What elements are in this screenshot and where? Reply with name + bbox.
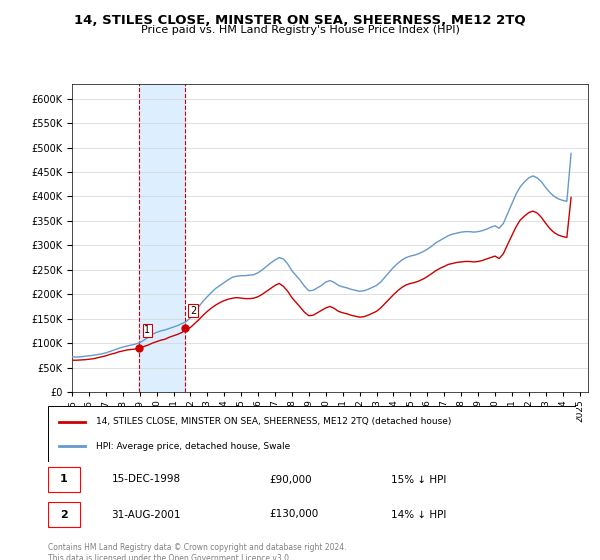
Text: 2: 2 <box>60 510 68 520</box>
Text: 14, STILES CLOSE, MINSTER ON SEA, SHEERNESS, ME12 2TQ (detached house): 14, STILES CLOSE, MINSTER ON SEA, SHEERN… <box>95 417 451 426</box>
Text: 14, STILES CLOSE, MINSTER ON SEA, SHEERNESS, ME12 2TQ: 14, STILES CLOSE, MINSTER ON SEA, SHEERN… <box>74 14 526 27</box>
Text: 31-AUG-2001: 31-AUG-2001 <box>112 510 181 520</box>
FancyBboxPatch shape <box>48 467 80 492</box>
Text: HPI: Average price, detached house, Swale: HPI: Average price, detached house, Swal… <box>95 442 290 451</box>
Text: 1: 1 <box>144 325 150 335</box>
FancyBboxPatch shape <box>48 406 576 462</box>
Text: 14% ↓ HPI: 14% ↓ HPI <box>391 510 446 520</box>
Text: 1: 1 <box>60 474 68 484</box>
Text: Price paid vs. HM Land Registry's House Price Index (HPI): Price paid vs. HM Land Registry's House … <box>140 25 460 35</box>
Text: 2: 2 <box>190 306 196 316</box>
Text: Contains HM Land Registry data © Crown copyright and database right 2024.
This d: Contains HM Land Registry data © Crown c… <box>48 543 347 560</box>
Bar <box>139 84 185 392</box>
Text: £130,000: £130,000 <box>270 510 319 520</box>
Text: 15-DEC-1998: 15-DEC-1998 <box>112 474 181 484</box>
Text: £90,000: £90,000 <box>270 474 313 484</box>
Text: 15% ↓ HPI: 15% ↓ HPI <box>391 474 446 484</box>
FancyBboxPatch shape <box>48 502 80 527</box>
